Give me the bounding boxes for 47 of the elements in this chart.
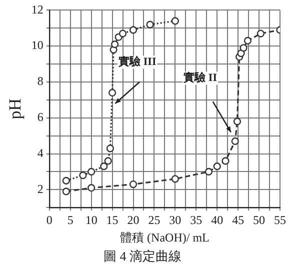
x-tick-label: 20: [127, 212, 140, 227]
x-tick-label: 45: [232, 212, 244, 227]
point: [129, 26, 138, 34]
x-tick-label: 55: [274, 212, 286, 227]
point: [62, 188, 70, 196]
y-tick-label: 4: [37, 146, 44, 160]
point: [146, 20, 154, 28]
point: [104, 157, 112, 165]
point: [129, 180, 138, 188]
point: [222, 157, 230, 165]
point: [108, 88, 116, 97]
point: [240, 44, 248, 52]
point: [88, 184, 96, 192]
point: [118, 30, 127, 38]
y-tick-label: 2: [37, 182, 44, 196]
y-tick-label: 12: [31, 2, 44, 16]
point: [106, 144, 114, 152]
point: [244, 36, 252, 45]
point: [171, 175, 179, 183]
point: [256, 30, 265, 38]
point: [88, 168, 96, 176]
point: [233, 118, 242, 126]
point: [171, 17, 179, 25]
x-tick-label: 50: [253, 212, 266, 227]
x-tick-label: 30: [169, 212, 182, 227]
point: [204, 168, 213, 176]
x-tick-label: 15: [106, 212, 118, 227]
y-tick-label: 8: [37, 74, 44, 88]
y-tick-label: 10: [31, 38, 44, 52]
point: [100, 162, 108, 170]
series-label: 實驗 II: [184, 71, 217, 84]
point: [231, 137, 239, 145]
y-axis-title: pH: [6, 98, 25, 120]
x-tick-label: 0: [46, 212, 52, 227]
point: [111, 40, 119, 48]
point: [213, 162, 221, 170]
text: 圖 4 滴定曲線: [104, 248, 182, 264]
x-tick-label: 25: [148, 212, 160, 227]
series-label: 實驗 III: [118, 54, 156, 68]
x-tick-label: 10: [85, 212, 98, 227]
x-tick-label: 35: [190, 212, 202, 227]
x-tick-label: 40: [211, 212, 224, 227]
point: [62, 176, 70, 184]
point: [79, 172, 87, 180]
x-tick-label: 5: [67, 212, 74, 227]
y-tick-label: 6: [37, 110, 44, 124]
x-axis-title: 體積 (NaOH)/ mL: [120, 230, 210, 244]
